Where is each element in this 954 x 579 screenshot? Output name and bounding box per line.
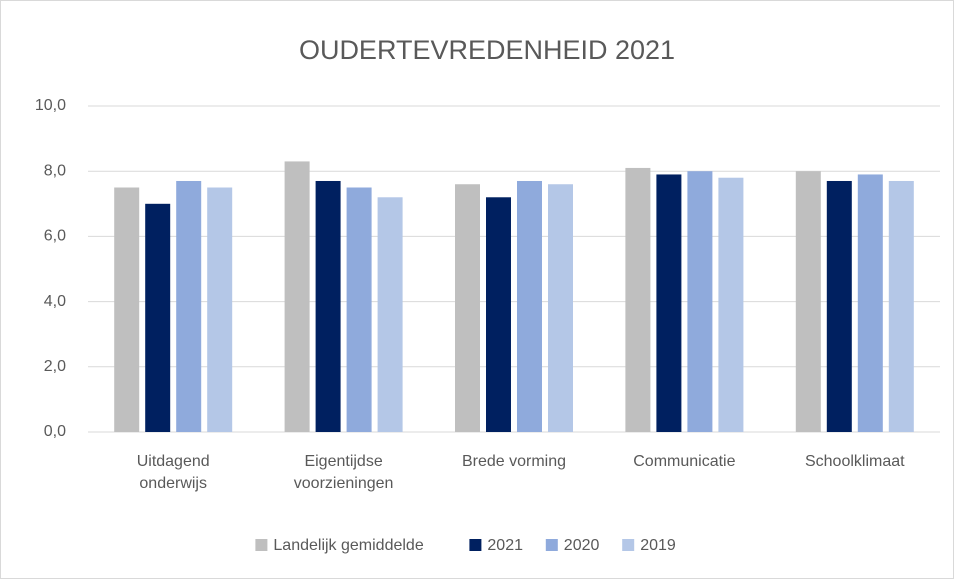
chart-title: OUDERTEVREDENHEID 2021 — [299, 35, 675, 65]
legend-label: 2020 — [564, 537, 600, 554]
y-tick-label: 6,0 — [44, 228, 66, 245]
x-tick-label: Uitdagend onderwijs — [136, 453, 210, 492]
bar — [795, 171, 821, 432]
bar — [718, 177, 744, 432]
legend-swatch — [545, 539, 558, 551]
bar — [656, 174, 682, 432]
x-tick-label: Schoolklimaat — [804, 453, 905, 470]
x-tick-label: Communicatie — [633, 453, 736, 470]
bar — [377, 197, 403, 432]
bar — [625, 167, 651, 432]
bar — [888, 180, 914, 432]
bar — [486, 197, 511, 432]
bar — [284, 161, 310, 433]
y-tick-label: 2,0 — [44, 358, 66, 375]
bar — [176, 180, 202, 432]
bar — [548, 184, 573, 432]
bar — [687, 171, 713, 432]
bar — [857, 174, 883, 432]
bar — [114, 187, 140, 432]
bar — [207, 187, 233, 432]
bar — [346, 187, 372, 432]
x-tick-label: Eigentijdse voorzieningen — [293, 453, 394, 492]
y-tick-label: 4,0 — [44, 293, 66, 310]
bar — [517, 180, 542, 432]
bar — [455, 184, 480, 432]
legend-swatch — [469, 539, 482, 551]
legend-swatch — [255, 539, 268, 551]
x-tick-label: Brede vorming — [461, 453, 567, 470]
bar — [826, 180, 852, 432]
legend-swatch — [622, 539, 635, 551]
y-tick-label: 10,0 — [35, 97, 66, 114]
y-tick-label: 8,0 — [44, 162, 66, 179]
bar — [315, 180, 341, 432]
legend-label: Landelijk gemiddelde — [273, 537, 423, 554]
y-tick-label: 0,0 — [44, 423, 66, 440]
bar — [145, 203, 171, 432]
legend-label: 2021 — [487, 537, 523, 554]
legend-label: 2019 — [640, 537, 676, 554]
